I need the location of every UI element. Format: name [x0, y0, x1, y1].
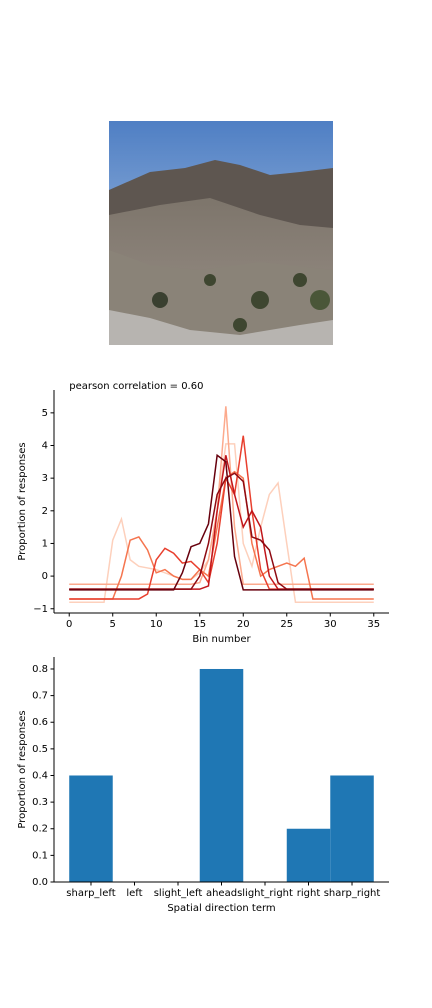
x-tick-label: 10 [150, 619, 163, 630]
y-tick-label: 5 [42, 408, 48, 419]
y-tick-label: 2 [42, 506, 48, 517]
y-tick-label: 0.5 [32, 744, 48, 755]
x-tick-label: sharp_left [66, 888, 115, 899]
x-tick-label: right [297, 888, 321, 899]
y-tick-label: 4 [42, 441, 48, 452]
x-tick-label: 5 [110, 619, 116, 630]
y-tick-label: 0.6 [32, 717, 48, 728]
y-tick-label: 0.3 [32, 797, 48, 808]
y-tick-label: 0.8 [32, 664, 48, 675]
y-tick-label: 0.7 [32, 691, 48, 702]
bar [286, 828, 331, 882]
x-axis-label: Spatial direction term [167, 903, 275, 914]
series-line [69, 443, 374, 603]
x-tick-label: 0 [66, 619, 72, 630]
y-tick-label: 0.0 [32, 877, 48, 888]
series-line [69, 470, 374, 600]
x-tick-label: 20 [237, 619, 250, 630]
y-tick-label: 0 [42, 571, 48, 582]
x-tick-label: 30 [324, 619, 337, 630]
series-line [69, 472, 374, 590]
x-axis-label: Bin number [192, 634, 251, 645]
x-tick-label: slight_right [237, 888, 293, 899]
y-tick-label: 0.1 [32, 850, 48, 861]
series-line [69, 453, 374, 591]
x-tick-label: sharp_right [324, 888, 381, 899]
chart-title: pearson correlation = 0.60 [69, 381, 203, 392]
photo [109, 121, 333, 345]
y-tick-label: 0.2 [32, 824, 48, 835]
x-tick-label: 25 [280, 619, 293, 630]
y-tick-label: 0.4 [32, 770, 48, 781]
y-tick-label: −1 [33, 604, 48, 615]
y-axis-label: Proportion of responses [17, 710, 28, 828]
x-tick-label: slight_left [154, 888, 203, 899]
x-tick-label: 35 [367, 619, 380, 630]
x-tick-label: left [126, 888, 142, 899]
x-tick-label: ahead [206, 888, 237, 899]
bar [69, 775, 113, 882]
series-line [69, 406, 374, 586]
bar [330, 775, 374, 882]
y-tick-label: 1 [42, 538, 48, 549]
y-axis-label: Proportion of responses [17, 442, 28, 560]
x-tick-label: 15 [193, 619, 206, 630]
bar [199, 668, 244, 882]
y-tick-label: 3 [42, 473, 48, 484]
